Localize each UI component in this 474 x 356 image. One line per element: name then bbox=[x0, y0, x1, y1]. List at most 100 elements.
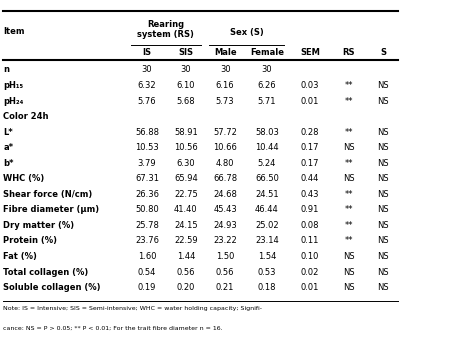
Text: **: ** bbox=[345, 221, 353, 230]
Text: 0.19: 0.19 bbox=[138, 283, 156, 292]
Text: **: ** bbox=[345, 190, 353, 199]
Text: **: ** bbox=[345, 159, 353, 168]
Text: 30: 30 bbox=[220, 66, 230, 74]
Text: 0.17: 0.17 bbox=[301, 143, 319, 152]
Text: 0.18: 0.18 bbox=[257, 283, 276, 292]
Text: 4.80: 4.80 bbox=[216, 159, 235, 168]
Text: 0.21: 0.21 bbox=[216, 283, 234, 292]
Text: b*: b* bbox=[3, 159, 14, 168]
Text: NS: NS bbox=[377, 252, 389, 261]
Text: 50.80: 50.80 bbox=[135, 205, 159, 214]
Text: Dry matter (%): Dry matter (%) bbox=[3, 221, 74, 230]
Text: 0.44: 0.44 bbox=[301, 174, 319, 183]
Text: 24.93: 24.93 bbox=[213, 221, 237, 230]
Text: NS: NS bbox=[377, 236, 389, 245]
Text: Sex (S): Sex (S) bbox=[229, 27, 264, 37]
Text: NS: NS bbox=[377, 221, 389, 230]
Text: 24.51: 24.51 bbox=[255, 190, 279, 199]
Text: NS: NS bbox=[377, 159, 389, 168]
Text: 23.76: 23.76 bbox=[135, 236, 159, 245]
Text: cance: NS = P > 0.05; ** P < 0.01; For the trait fibre diameter n = 16.: cance: NS = P > 0.05; ** P < 0.01; For t… bbox=[3, 326, 223, 331]
Text: IS: IS bbox=[143, 48, 151, 57]
Text: 24.68: 24.68 bbox=[213, 190, 237, 199]
Text: Item: Item bbox=[3, 27, 25, 36]
Text: 1.50: 1.50 bbox=[216, 252, 234, 261]
Text: 6.32: 6.32 bbox=[137, 81, 156, 90]
Text: **: ** bbox=[345, 81, 353, 90]
Text: NS: NS bbox=[377, 174, 389, 183]
Text: 30: 30 bbox=[181, 66, 191, 74]
Text: 26.36: 26.36 bbox=[135, 190, 159, 199]
Text: 5.24: 5.24 bbox=[258, 159, 276, 168]
Text: Fibre diameter (μm): Fibre diameter (μm) bbox=[3, 205, 100, 214]
Text: 0.28: 0.28 bbox=[301, 127, 319, 137]
Text: pH₁₅: pH₁₅ bbox=[3, 81, 23, 90]
Text: **: ** bbox=[345, 236, 353, 245]
Text: 0.01: 0.01 bbox=[301, 96, 319, 105]
Text: NS: NS bbox=[343, 283, 355, 292]
Text: 24.15: 24.15 bbox=[174, 221, 198, 230]
Text: 45.43: 45.43 bbox=[213, 205, 237, 214]
Text: NS: NS bbox=[343, 174, 355, 183]
Text: 0.11: 0.11 bbox=[301, 236, 319, 245]
Text: SEM: SEM bbox=[300, 48, 320, 57]
Text: 10.56: 10.56 bbox=[174, 143, 198, 152]
Text: 5.76: 5.76 bbox=[137, 96, 156, 105]
Text: Note: IS = Intensive; SIS = Semi-intensive; WHC = water holding capacity; Signif: Note: IS = Intensive; SIS = Semi-intensi… bbox=[3, 306, 262, 311]
Text: 10.66: 10.66 bbox=[213, 143, 237, 152]
Text: 58.91: 58.91 bbox=[174, 127, 198, 137]
Text: 10.44: 10.44 bbox=[255, 143, 279, 152]
Text: Female: Female bbox=[250, 48, 284, 57]
Text: 0.03: 0.03 bbox=[301, 81, 319, 90]
Text: 6.16: 6.16 bbox=[216, 81, 235, 90]
Text: Shear force (N/cm): Shear force (N/cm) bbox=[3, 190, 92, 199]
Text: Protein (%): Protein (%) bbox=[3, 236, 57, 245]
Text: 67.31: 67.31 bbox=[135, 174, 159, 183]
Text: 66.50: 66.50 bbox=[255, 174, 279, 183]
Text: 5.68: 5.68 bbox=[176, 96, 195, 105]
Text: NS: NS bbox=[377, 96, 389, 105]
Text: NS: NS bbox=[377, 205, 389, 214]
Text: 46.44: 46.44 bbox=[255, 205, 279, 214]
Text: 0.56: 0.56 bbox=[216, 268, 235, 277]
Text: NS: NS bbox=[377, 81, 389, 90]
Text: 0.20: 0.20 bbox=[177, 283, 195, 292]
Text: 66.78: 66.78 bbox=[213, 174, 237, 183]
Text: **: ** bbox=[345, 205, 353, 214]
Text: 1.54: 1.54 bbox=[258, 252, 276, 261]
Text: 23.22: 23.22 bbox=[213, 236, 237, 245]
Text: a*: a* bbox=[3, 143, 13, 152]
Text: 0.53: 0.53 bbox=[257, 268, 276, 277]
Text: Total collagen (%): Total collagen (%) bbox=[3, 268, 89, 277]
Text: NS: NS bbox=[377, 268, 389, 277]
Text: 0.01: 0.01 bbox=[301, 283, 319, 292]
Text: 22.75: 22.75 bbox=[174, 190, 198, 199]
Text: 5.73: 5.73 bbox=[216, 96, 235, 105]
Text: 0.02: 0.02 bbox=[301, 268, 319, 277]
Text: 58.03: 58.03 bbox=[255, 127, 279, 137]
Text: 6.10: 6.10 bbox=[176, 81, 195, 90]
Text: 25.02: 25.02 bbox=[255, 221, 279, 230]
Text: 0.91: 0.91 bbox=[301, 205, 319, 214]
Text: 0.56: 0.56 bbox=[176, 268, 195, 277]
Text: 0.10: 0.10 bbox=[301, 252, 319, 261]
Text: NS: NS bbox=[377, 190, 389, 199]
Text: Fat (%): Fat (%) bbox=[3, 252, 37, 261]
Text: **: ** bbox=[345, 127, 353, 137]
Text: 56.88: 56.88 bbox=[135, 127, 159, 137]
Text: 5.71: 5.71 bbox=[257, 96, 276, 105]
Text: Rearing
system (RS): Rearing system (RS) bbox=[137, 20, 194, 40]
Text: pH₂₄: pH₂₄ bbox=[3, 96, 24, 105]
Text: Male: Male bbox=[214, 48, 237, 57]
Text: **: ** bbox=[345, 96, 353, 105]
Text: NS: NS bbox=[343, 252, 355, 261]
Text: 3.79: 3.79 bbox=[137, 159, 156, 168]
Text: 57.72: 57.72 bbox=[213, 127, 237, 137]
Text: Soluble collagen (%): Soluble collagen (%) bbox=[3, 283, 101, 292]
Text: 6.26: 6.26 bbox=[257, 81, 276, 90]
Text: 0.17: 0.17 bbox=[301, 159, 319, 168]
Text: NS: NS bbox=[343, 143, 355, 152]
Text: 22.59: 22.59 bbox=[174, 236, 198, 245]
Text: 1.60: 1.60 bbox=[137, 252, 156, 261]
Text: 0.54: 0.54 bbox=[138, 268, 156, 277]
